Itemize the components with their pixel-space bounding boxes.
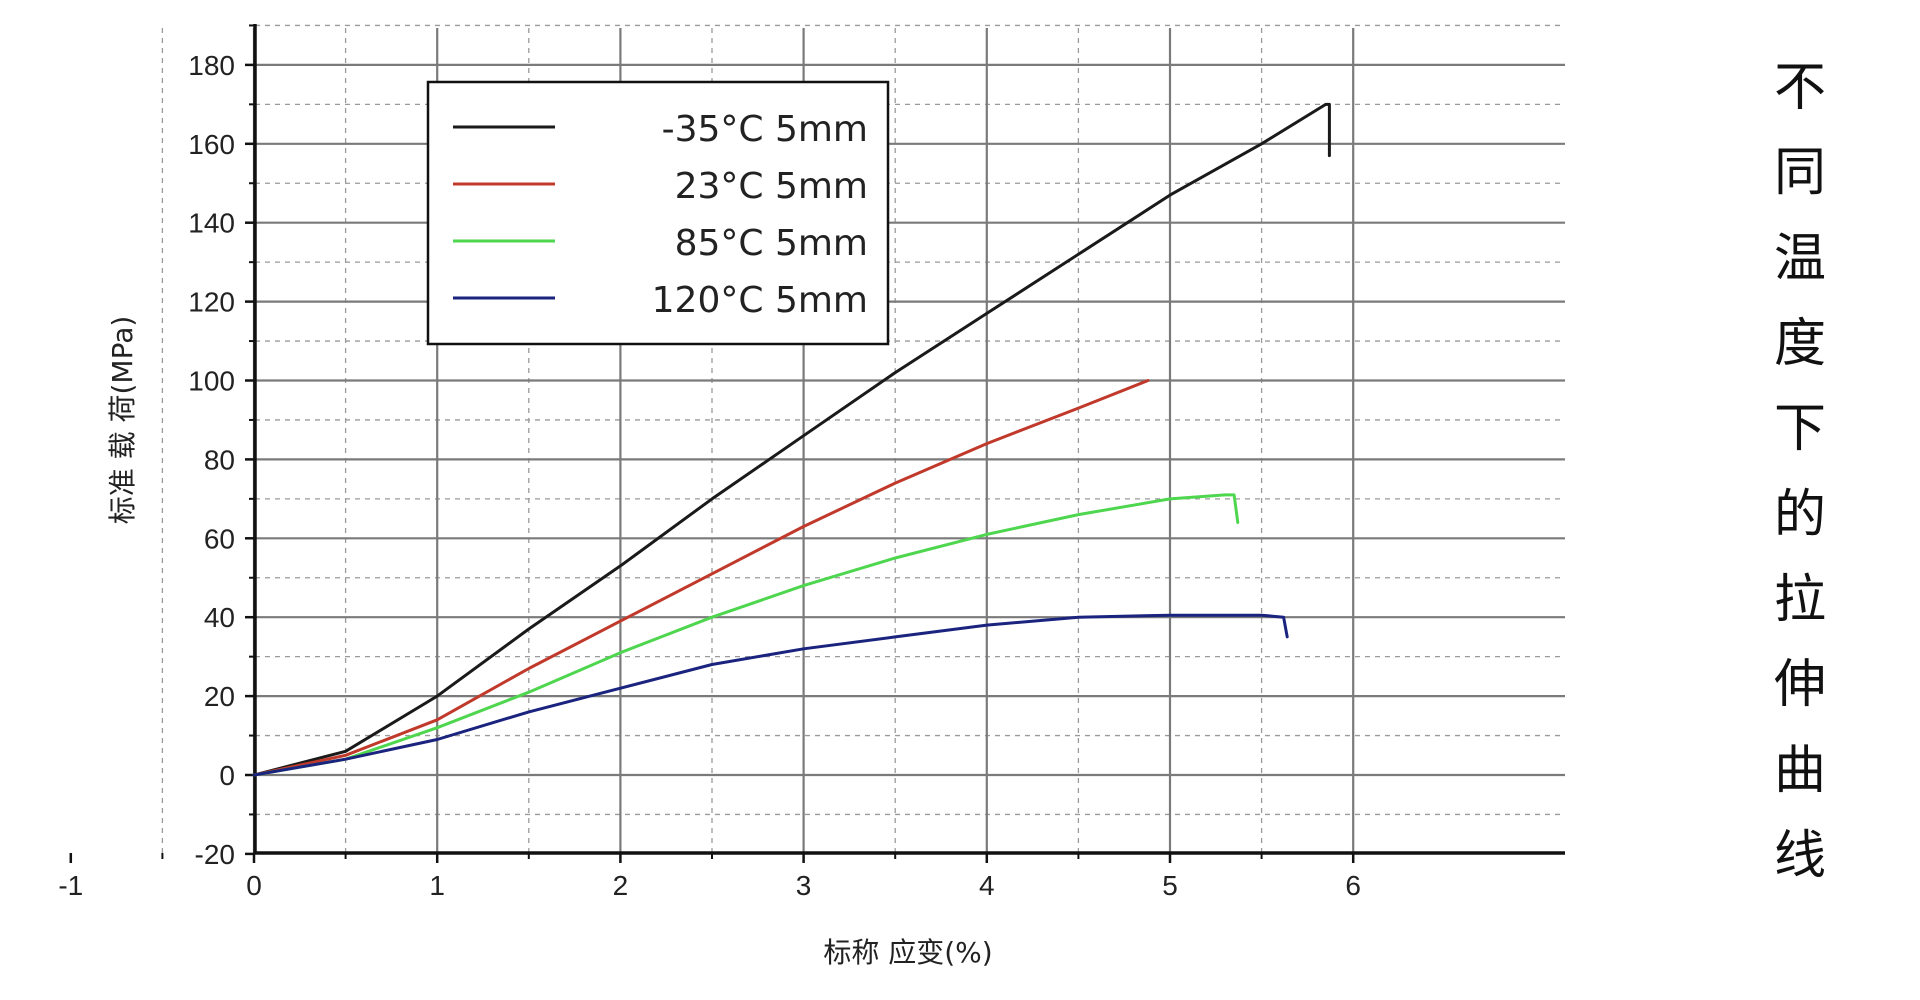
y-axis-label: 标准 载 荷(MPa) [106, 316, 139, 525]
x-tick-label: 5 [1162, 870, 1178, 901]
x-tick-label: 4 [979, 870, 995, 901]
y-tick-label: 140 [188, 208, 235, 239]
side-title-char: 线 [1773, 825, 1826, 886]
axis-ticks: -20 0 20 40 60 80 100 120 140 160 180 -1 0 1 2 3 4 5 6 [58, 24, 1361, 901]
y-tick-label: 40 [204, 602, 235, 633]
x-tick-label: 2 [613, 870, 629, 901]
side-title-char: 同 [1773, 143, 1826, 204]
x-tick-label: 3 [796, 870, 812, 901]
y-tick-label: 0 [219, 760, 235, 791]
x-tick-label: 0 [246, 870, 262, 901]
legend-label-1: -35°C 5mm [662, 109, 868, 150]
y-tick-label: -20 [195, 839, 235, 870]
side-title-char: 拉 [1773, 569, 1826, 630]
series-layer [252, 102, 1331, 777]
side-title-char: 的 [1773, 484, 1826, 545]
series-line-4 [252, 613, 1289, 777]
x-tick-label: -1 [58, 870, 83, 901]
y-tick-label: 100 [188, 366, 235, 397]
side-title-char: 曲 [1773, 740, 1826, 801]
side-title-char: 不 [1773, 58, 1826, 118]
side-title-char: 伸 [1773, 655, 1826, 716]
legend-label-3: 85°C 5mm [675, 223, 868, 264]
x-axis-label: 标称 应变(%) [823, 936, 992, 969]
y-tick-label: 20 [204, 681, 235, 712]
x-tick-label: 1 [429, 870, 445, 901]
series-line-2 [252, 379, 1150, 777]
side-title-char: 温 [1773, 228, 1826, 289]
y-tick-label: 80 [204, 444, 235, 475]
y-tick-label: 160 [188, 129, 235, 160]
legend-label-2: 23°C 5mm [675, 166, 868, 207]
y-tick-label: 120 [188, 287, 235, 318]
x-tick-label: 6 [1345, 870, 1361, 901]
legend-label-4: 120°C 5mm [652, 280, 868, 321]
series-line-3 [252, 493, 1240, 777]
side-title: 不同温度下的拉伸曲线 [1760, 62, 1840, 882]
axes [253, 24, 1565, 855]
side-title-char: 下 [1773, 399, 1826, 460]
y-tick-label: 60 [204, 523, 235, 554]
series-line-1 [252, 102, 1331, 777]
y-tick-label: 180 [188, 50, 235, 81]
minor-grid [161, 24, 1565, 853]
side-title-char: 度 [1773, 313, 1826, 374]
legend: -35°C 5mm 23°C 5mm 85°C 5mm 120°C 5mm [426, 80, 890, 346]
